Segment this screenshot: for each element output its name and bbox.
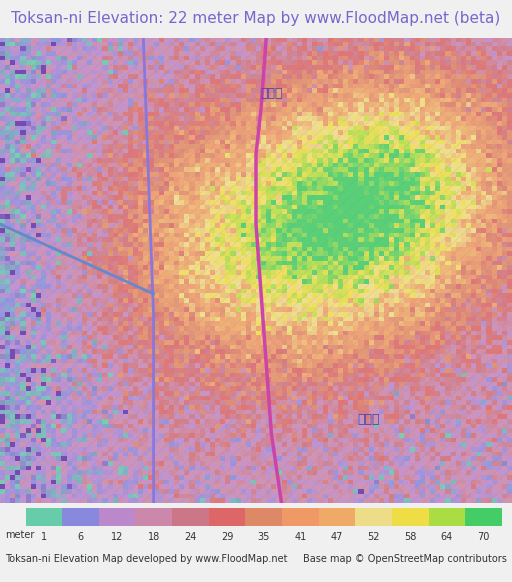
Bar: [318, 508, 355, 526]
Text: 29: 29: [221, 532, 233, 542]
Bar: [282, 508, 318, 526]
Text: 64: 64: [441, 532, 453, 542]
Bar: [62, 508, 99, 526]
Bar: [26, 508, 62, 526]
Text: 24: 24: [184, 532, 197, 542]
Text: 47: 47: [331, 532, 343, 542]
Bar: [429, 508, 465, 526]
Bar: [355, 508, 392, 526]
Bar: [99, 508, 136, 526]
Text: 70: 70: [477, 532, 489, 542]
Text: 노하리: 노하리: [357, 413, 380, 426]
Text: 1: 1: [41, 532, 47, 542]
Text: meter: meter: [5, 530, 34, 540]
Text: Base map © OpenStreetMap contributors: Base map © OpenStreetMap contributors: [303, 554, 507, 565]
Text: 18: 18: [147, 532, 160, 542]
Bar: [245, 508, 282, 526]
Text: 정동리: 정동리: [260, 87, 283, 100]
Text: 58: 58: [404, 532, 416, 542]
Text: 52: 52: [367, 532, 380, 542]
Text: 35: 35: [258, 532, 270, 542]
Text: 12: 12: [111, 532, 123, 542]
Bar: [209, 508, 245, 526]
Bar: [392, 508, 429, 526]
Text: 41: 41: [294, 532, 307, 542]
Text: Toksan-ni Elevation: 22 meter Map by www.FloodMap.net (beta): Toksan-ni Elevation: 22 meter Map by www…: [11, 12, 501, 26]
Bar: [172, 508, 209, 526]
Bar: [136, 508, 172, 526]
Text: Toksan-ni Elevation Map developed by www.FloodMap.net: Toksan-ni Elevation Map developed by www…: [5, 554, 288, 565]
Bar: [465, 508, 502, 526]
Text: 6: 6: [77, 532, 83, 542]
